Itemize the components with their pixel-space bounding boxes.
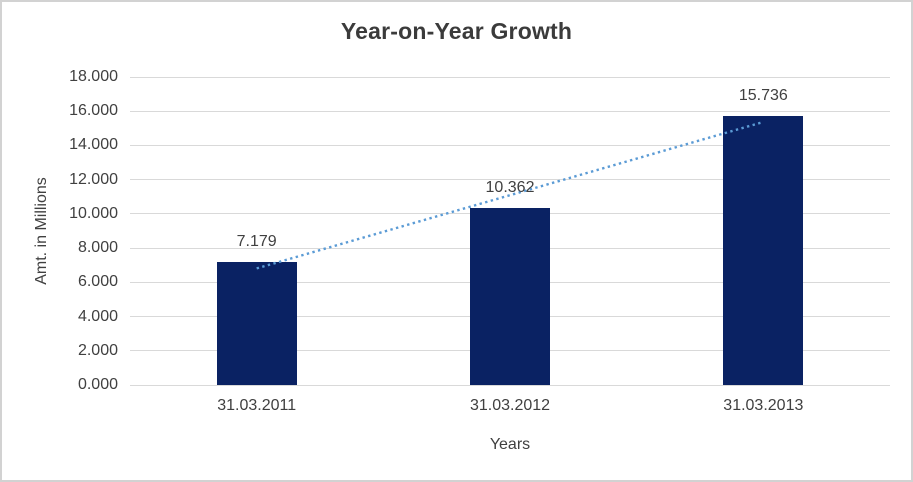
- bar: [216, 262, 297, 385]
- y-tick-label: 12.000: [69, 170, 118, 188]
- chart-title: Year-on-Year Growth: [340, 18, 573, 44]
- y-axis-ticks: 0.000 2.000 4.000 6.000 8.000 10.000 12.000 14.…: [2, 69, 118, 393]
- gridline: [130, 179, 890, 181]
- bar: [723, 115, 804, 385]
- y-tick-label: 2.000: [77, 341, 118, 359]
- x-tick-label: 31.03.2012: [469, 397, 551, 414]
- bar-data-label: 15.736: [738, 86, 788, 104]
- bar-data-label: 10.362: [485, 178, 535, 196]
- y-tick-label: 18.000: [69, 68, 118, 85]
- y-tick-label: 6.000: [77, 273, 118, 291]
- y-tick-label: 16.000: [69, 102, 118, 120]
- y-tick-label: 4.000: [77, 307, 118, 325]
- gridline: [130, 384, 890, 386]
- gridline: [130, 76, 890, 78]
- x-axis-title: Years: [489, 436, 531, 453]
- y-tick-label: 8.000: [77, 239, 118, 257]
- bar-data-label: 7.179: [236, 233, 277, 251]
- gridline: [130, 110, 890, 112]
- x-axis-ticks: 31.03.2011 31.03.2012 31.03.2013: [130, 397, 890, 419]
- bar: [470, 207, 550, 385]
- y-tick-label: 14.000: [69, 136, 118, 154]
- x-tick-label: 31.03.2013: [723, 397, 804, 414]
- gridline: [130, 144, 890, 146]
- y-tick-label: 0.000: [77, 376, 118, 393]
- trendline: [256, 120, 764, 270]
- x-tick-label: 31.03.2011: [217, 397, 297, 414]
- y-tick-label: 10.000: [69, 204, 118, 222]
- plot-area: 7.179 10.362 15.736: [130, 76, 890, 386]
